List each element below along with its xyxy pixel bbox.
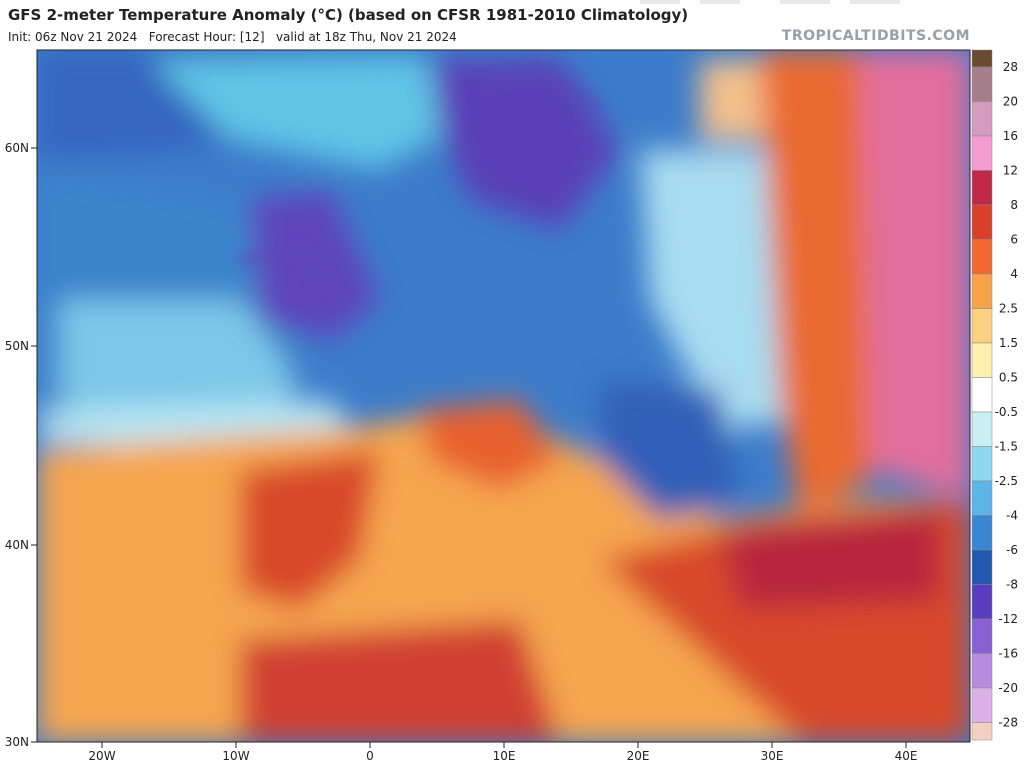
colorbar-label: 6 bbox=[1010, 233, 1018, 247]
map-axes: 60N 50N 40N 30N 20W 10W 0 10E 20E 30E 40E bbox=[5, 141, 918, 763]
colorbar: 28 20 16 12 8 6 4 2.5 1.5 0.5 -0.5 -1.5 -2.5 -4 -6 -8 -1… bbox=[971, 49, 1018, 741]
colorbar-swatch bbox=[971, 549, 993, 585]
lat-label: 50N bbox=[5, 339, 29, 353]
lon-label: 20W bbox=[88, 749, 115, 763]
colorbar-swatch bbox=[971, 722, 993, 741]
colorbar-label: 28 bbox=[1003, 60, 1018, 74]
lat-label: 60N bbox=[5, 141, 29, 155]
colorbar-label: -0.5 bbox=[995, 405, 1018, 419]
lat-label: 40N bbox=[5, 538, 29, 552]
lon-label: 40E bbox=[895, 749, 918, 763]
colorbar-swatch bbox=[971, 480, 993, 516]
colorbar-swatch bbox=[971, 584, 993, 620]
watermark: TROPICALTIDBITS.COM bbox=[781, 28, 970, 44]
colorbar-label: 16 bbox=[1003, 129, 1018, 143]
colorbar-swatch bbox=[971, 273, 993, 309]
lon-label: 10E bbox=[493, 749, 516, 763]
colorbar-swatch bbox=[971, 342, 993, 378]
colorbar-swatch bbox=[971, 618, 993, 654]
colorbar-label: -1.5 bbox=[995, 440, 1018, 454]
colorbar-swatch bbox=[971, 135, 993, 171]
colorbar-label: -16 bbox=[998, 647, 1018, 661]
colorbar-swatch bbox=[971, 204, 993, 240]
colorbar-label: -4 bbox=[1006, 509, 1018, 523]
colorbar-swatch bbox=[971, 515, 993, 551]
colorbar-label: 2.5 bbox=[999, 302, 1018, 316]
colorbar-swatch bbox=[971, 653, 993, 689]
colorbar-label: -28 bbox=[998, 716, 1018, 730]
colorbar-label: 8 bbox=[1010, 198, 1018, 212]
colorbar-label: 20 bbox=[1003, 95, 1018, 109]
colorbar-label: -20 bbox=[998, 681, 1018, 695]
colorbar-label: -2.5 bbox=[995, 474, 1018, 488]
lon-label: 10W bbox=[222, 749, 249, 763]
colorbar-label: -6 bbox=[1006, 543, 1018, 557]
colorbar-swatch bbox=[971, 239, 993, 275]
colorbar-swatch bbox=[971, 377, 993, 413]
colorbar-swatch bbox=[971, 446, 993, 482]
subtitle: Init: 06z Nov 21 2024 Forecast Hour: [12… bbox=[8, 30, 457, 44]
colorbar-label: 4 bbox=[1010, 267, 1018, 281]
lon-label: 30E bbox=[761, 749, 784, 763]
lon-label: 20E bbox=[627, 749, 650, 763]
colorbar-label: 1.5 bbox=[999, 336, 1018, 350]
title: GFS 2-meter Temperature Anomaly (°C) (ba… bbox=[8, 6, 689, 24]
lat-label: 30N bbox=[5, 735, 29, 749]
lon-label: 0 bbox=[366, 749, 374, 763]
map-field bbox=[37, 50, 970, 742]
colorbar-swatch bbox=[971, 308, 993, 344]
colorbar-label: 0.5 bbox=[999, 371, 1018, 385]
colorbar-label: -8 bbox=[1006, 578, 1018, 592]
colorbar-label: -12 bbox=[998, 612, 1018, 626]
colorbar-swatch bbox=[971, 66, 993, 102]
colorbar-swatch bbox=[971, 687, 993, 723]
colorbar-swatch bbox=[971, 49, 993, 68]
colorbar-label: 12 bbox=[1003, 164, 1018, 178]
colorbar-swatch bbox=[971, 411, 993, 447]
colorbar-swatch bbox=[971, 101, 993, 137]
colorbar-swatch bbox=[971, 170, 993, 206]
toolbar-stubs bbox=[640, 0, 900, 4]
